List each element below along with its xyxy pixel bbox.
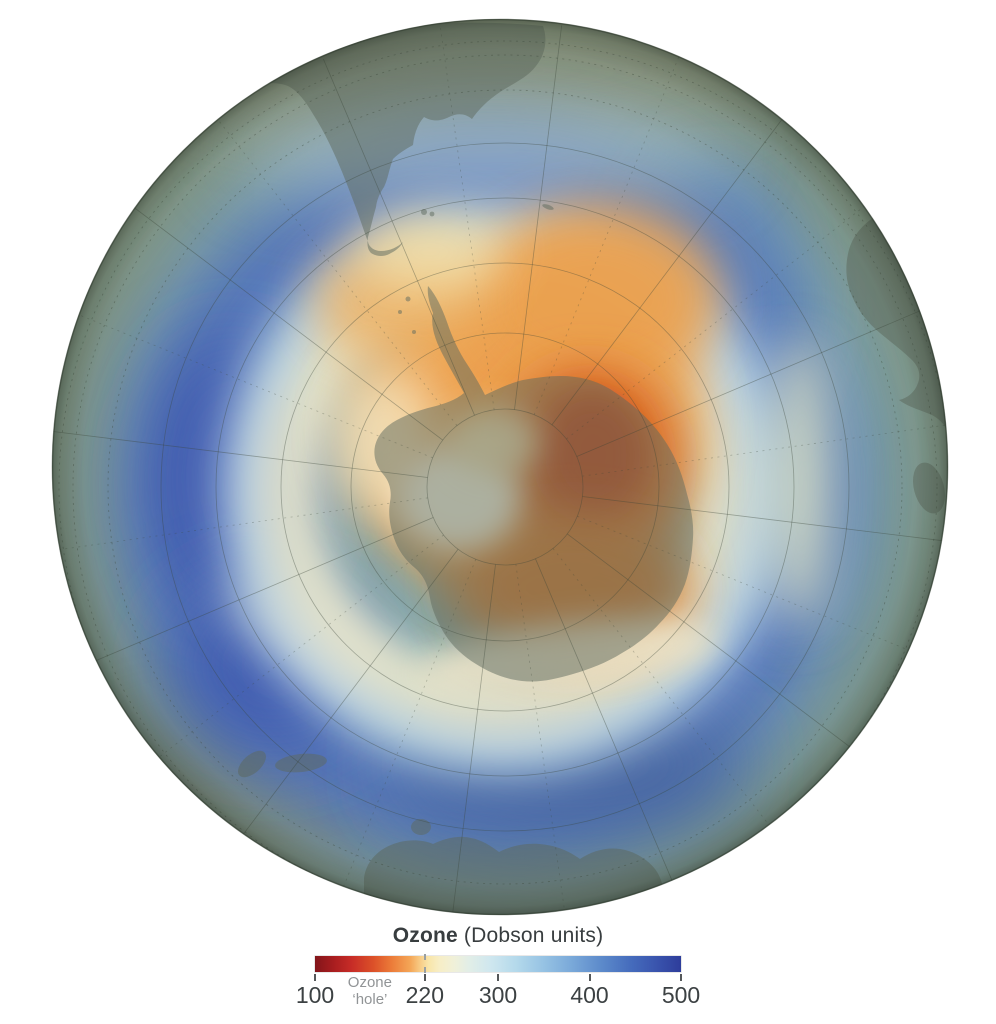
colorbar: [315, 954, 681, 973]
ozone-field: [52, 19, 948, 915]
tick-label-500: 500: [661, 982, 701, 1008]
tick-mark-300: [497, 974, 499, 981]
hole-threshold-line: [423, 954, 426, 973]
ozone-hole-label: Ozone ‘hole’: [347, 974, 392, 1008]
tick-label-400: 400: [570, 982, 609, 1008]
tick-label-220: 220: [405, 982, 444, 1008]
colorbar-labels: 100 220 300 400 500 Ozone ‘hole’: [296, 974, 700, 1011]
globe-svg: [51, 18, 949, 916]
limb-shading: [52, 19, 948, 915]
legend-title: Ozone (Dobson units): [315, 924, 681, 948]
tick-mark-220: [423, 974, 426, 981]
tick-mark-400: [588, 974, 591, 981]
legend-title-bold: Ozone: [392, 924, 458, 947]
colorbar-ticks: [314, 972, 682, 981]
tick-label-300: 300: [478, 982, 518, 1008]
legend: Ozone (Dobson units) 100 220 300 400 500…: [0, 924, 996, 1024]
legend-title-units: (Dobson units): [457, 924, 604, 947]
globe-map: [51, 18, 949, 916]
tick-label-100: 100: [295, 982, 335, 1008]
tick-mark-500: [680, 974, 682, 981]
tick-mark-100: [314, 974, 316, 981]
globe-outline: [51, 18, 949, 916]
